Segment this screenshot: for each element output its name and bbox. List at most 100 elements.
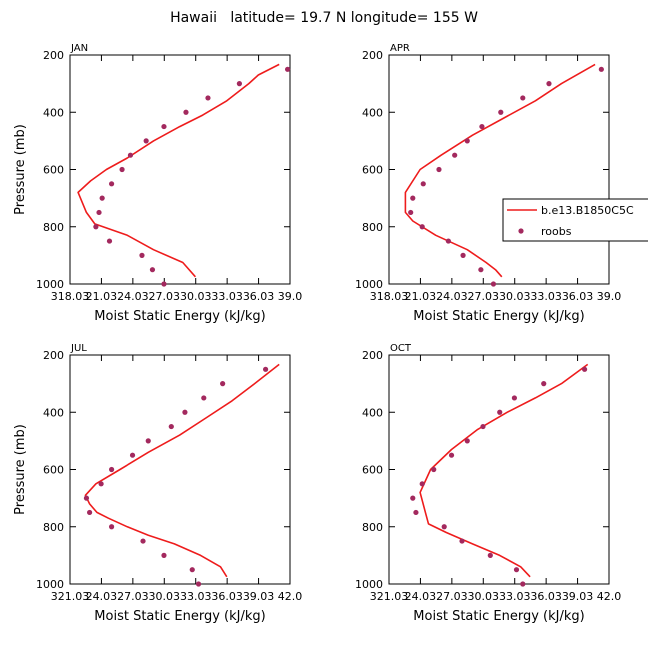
panel-label: OCT: [390, 343, 412, 354]
x-tick-label: 318.03: [51, 290, 90, 303]
obs-point: [431, 466, 437, 473]
x-axis-label: Moist Static Energy (kJ/kg): [94, 609, 265, 624]
x-axis-label: Moist Static Energy (kJ/kg): [94, 309, 265, 324]
y-tick-label: 600: [43, 164, 64, 177]
obs-point: [419, 224, 425, 230]
obs-point: [419, 481, 425, 487]
y-tick-label: 1000: [36, 578, 64, 591]
y-tick-label: 800: [43, 521, 64, 534]
y-tick-label: 1000: [355, 278, 383, 291]
x-tick-label: 27.03: [436, 590, 468, 603]
y-tick-label: 1000: [355, 578, 383, 591]
obs-point: [161, 552, 167, 558]
x-tick-label: 318.03: [370, 290, 409, 303]
x-tick-label: 42.0: [278, 590, 303, 603]
obs-point: [108, 466, 115, 473]
obs-point: [93, 224, 99, 230]
panel-label: APR: [390, 43, 410, 54]
y-tick-label: 600: [43, 464, 64, 477]
obs-point: [108, 524, 115, 530]
x-tick-label: 36.03: [562, 290, 594, 303]
obs-point: [83, 495, 90, 501]
obs-point: [490, 281, 497, 287]
x-tick-label: 321.03: [51, 590, 90, 603]
x-tick-label: 24.03: [436, 290, 468, 303]
x-tick-label: 30.03: [468, 590, 500, 603]
x-tick-label: 27.03: [117, 590, 149, 603]
obs-point: [145, 438, 151, 444]
obs-point: [106, 238, 113, 244]
obs-point: [140, 538, 146, 544]
x-tick-label: 27.03: [468, 290, 500, 303]
obs-point: [448, 452, 455, 458]
x-tick-label: 33.03: [530, 290, 562, 303]
y-tick-label: 800: [43, 221, 64, 234]
obs-point: [541, 381, 547, 387]
x-tick-label: 24.03: [117, 290, 149, 303]
y-tick-label: 200: [43, 49, 64, 62]
y-tick-label: 200: [362, 49, 383, 62]
legend: b.e13.B1850C5C roobs: [502, 198, 648, 242]
obs-point: [498, 109, 504, 115]
x-tick-label: 30.03: [180, 290, 212, 303]
obs-point: [182, 409, 188, 415]
y-tick-label: 600: [362, 464, 383, 477]
obs-point: [410, 495, 416, 501]
obs-point: [119, 166, 125, 173]
y-tick-label: 400: [43, 406, 64, 419]
obs-point: [183, 109, 189, 115]
x-tick-label: 21.03: [405, 290, 437, 303]
obs-point: [129, 452, 136, 458]
model-line: [84, 363, 280, 578]
y-axis-label: Pressure (mb): [13, 424, 28, 515]
obs-point: [99, 195, 105, 201]
obs-point: [168, 423, 174, 430]
obs-point: [445, 238, 451, 244]
obs-point: [546, 81, 552, 87]
x-tick-label: 36.03: [211, 590, 243, 603]
y-tick-label: 800: [362, 521, 383, 534]
obs-point: [201, 395, 207, 401]
model-line: [419, 363, 589, 578]
obs-point: [108, 181, 115, 187]
x-axis-label: Moist Static Energy (kJ/kg): [413, 609, 584, 624]
x-tick-label: 42.0: [597, 590, 622, 603]
x-tick-label: 36.03: [243, 290, 275, 303]
x-tick-label: 36.03: [530, 590, 562, 603]
obs-point: [205, 95, 211, 101]
obs-point: [220, 381, 226, 387]
obs-point: [161, 281, 167, 287]
obs-point: [487, 552, 493, 558]
obs-point: [98, 481, 104, 487]
obs-point: [143, 138, 149, 144]
x-tick-label: 321.03: [370, 590, 409, 603]
obs-point: [262, 366, 269, 372]
obs-point: [479, 123, 485, 130]
legend-obs-label: roobs: [541, 225, 572, 238]
obs-point: [478, 267, 484, 273]
y-tick-label: 400: [43, 106, 64, 119]
x-tick-label: 30.03: [499, 290, 531, 303]
legend-point-swatch: [518, 228, 524, 234]
obs-point: [284, 66, 291, 72]
y-tick-label: 1000: [36, 278, 64, 291]
x-tick-label: 27.03: [149, 290, 181, 303]
obs-point: [452, 152, 458, 158]
x-tick-label: 33.03: [180, 590, 212, 603]
x-tick-label: 39.0: [278, 290, 303, 303]
obs-point: [236, 81, 242, 87]
obs-point: [581, 366, 588, 372]
x-tick-label: 33.03: [211, 290, 243, 303]
plot-frame: [69, 54, 291, 285]
obs-point: [480, 423, 486, 430]
obs-point: [408, 209, 414, 216]
figure-title: Hawaii latitude= 19.7 N longitude= 155 W: [170, 10, 478, 26]
y-tick-label: 200: [362, 349, 383, 362]
panel-label: JUL: [70, 343, 87, 354]
obs-point: [520, 581, 526, 587]
